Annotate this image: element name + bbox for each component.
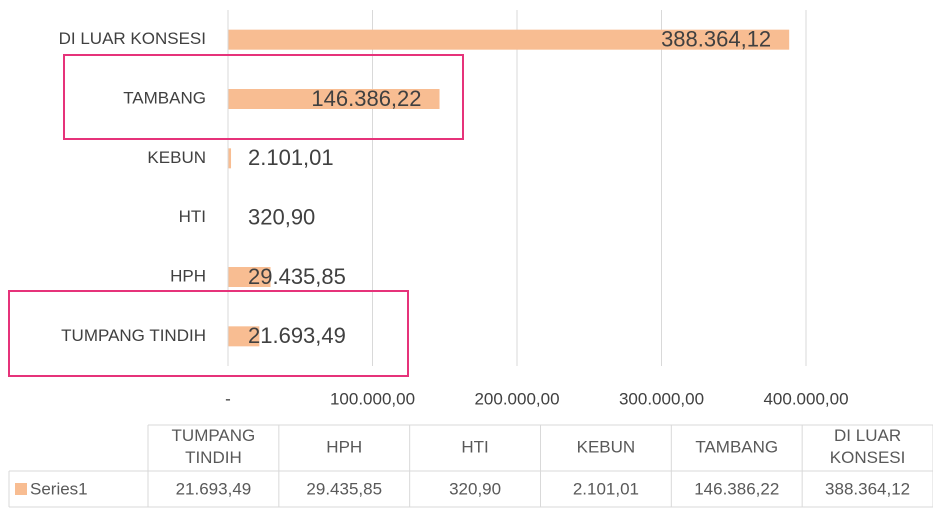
bar	[228, 148, 232, 169]
data-label: 146.386,22	[311, 86, 421, 111]
data-label: 320,90	[248, 204, 315, 229]
table-header: HPH	[326, 437, 362, 456]
y-tick-label: TAMBANG	[123, 88, 206, 107]
data-label: 388.364,12	[661, 26, 771, 51]
y-tick-label: HPH	[170, 266, 206, 285]
highlight-box	[63, 54, 464, 140]
y-tick-label: KEBUN	[147, 148, 206, 167]
table-header: KEBUN	[577, 437, 636, 456]
data-label: 2.101,01	[248, 145, 334, 170]
table-value: 388.364,12	[825, 479, 910, 498]
y-tick-label: TUMPANG TINDIH	[61, 326, 206, 345]
bar	[228, 29, 790, 50]
x-tick-label: 100.000,00	[330, 389, 415, 408]
table-header: HTI	[461, 437, 488, 456]
legend-key	[15, 483, 27, 495]
table-header: TAMBANG	[695, 437, 778, 456]
y-tick-label: DI LUAR KONSESI	[59, 29, 206, 48]
table-value: 146.386,22	[694, 479, 779, 498]
y-tick-label: HTI	[179, 207, 206, 226]
table-header: DI LUAR KONSESI	[830, 426, 906, 467]
table-value: 2.101,01	[573, 479, 639, 498]
bar	[228, 267, 271, 287]
legend-label: Series1	[30, 479, 88, 498]
bar	[228, 326, 260, 347]
bar	[228, 89, 440, 109]
x-tick-label: 300.000,00	[619, 389, 704, 408]
table-value: 21.693,49	[176, 479, 252, 498]
x-tick-label: 400.000,00	[763, 389, 848, 408]
table-header: TUMPANG TINDIH	[172, 426, 256, 467]
highlight-box	[8, 290, 409, 377]
data-label: 21.693,49	[248, 323, 346, 348]
table-value: 320,90	[449, 479, 501, 498]
x-tick-label: 200.000,00	[474, 389, 559, 408]
data-label: 29.435,85	[248, 264, 346, 289]
table-value: 29.435,85	[306, 479, 382, 498]
x-tick-label: -	[225, 389, 231, 408]
